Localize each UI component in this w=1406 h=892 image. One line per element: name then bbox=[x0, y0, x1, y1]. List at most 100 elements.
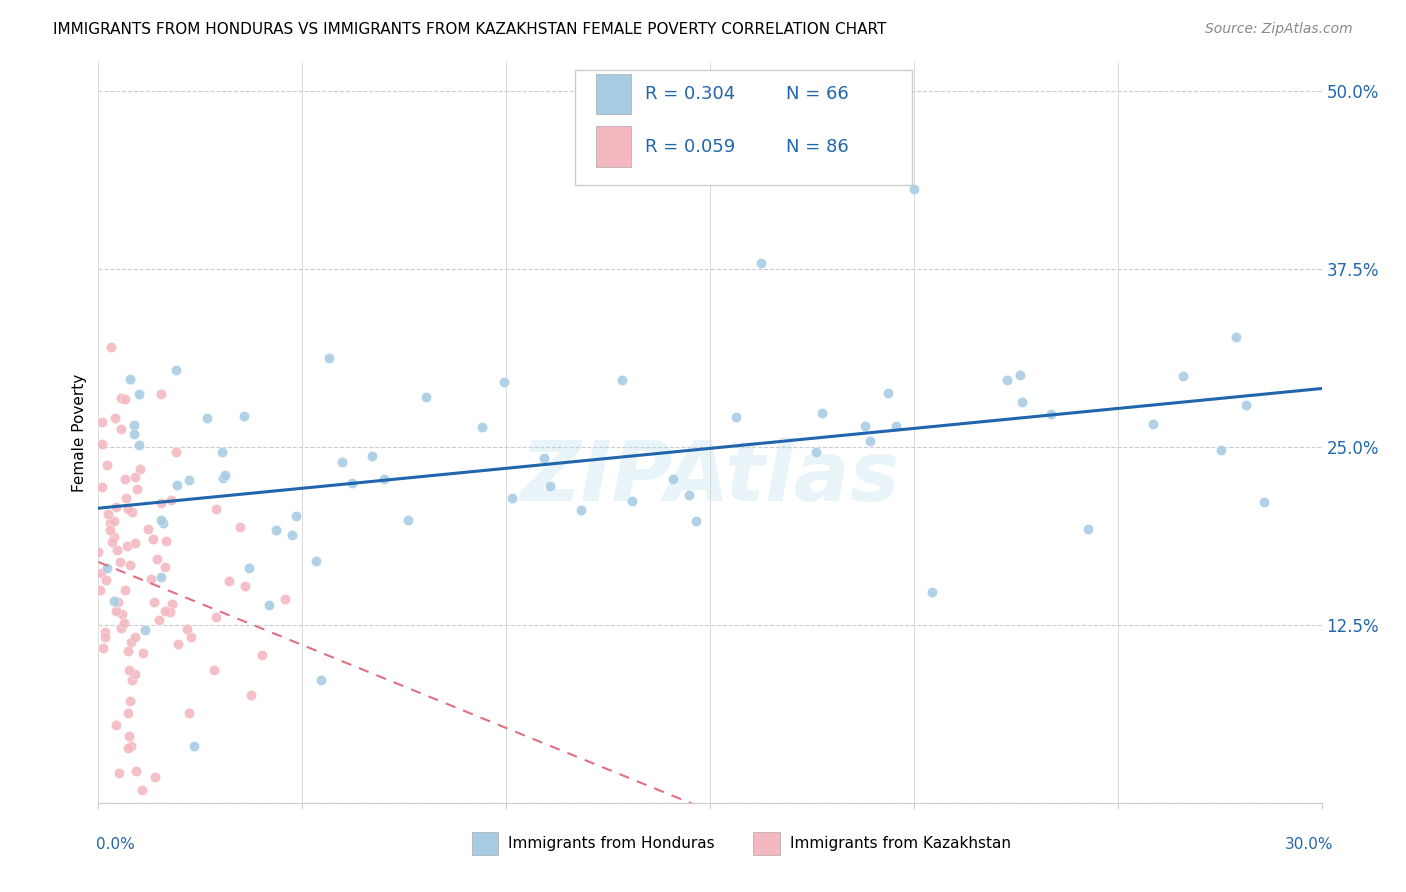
Point bbox=[120, 739, 142, 753]
Point bbox=[153, 604, 176, 618]
Point bbox=[91, 415, 114, 429]
FancyBboxPatch shape bbox=[575, 70, 912, 185]
Point bbox=[105, 542, 128, 557]
Point bbox=[104, 411, 127, 425]
Point bbox=[128, 437, 150, 451]
Point bbox=[1008, 368, 1031, 382]
Point bbox=[90, 436, 112, 450]
Point bbox=[148, 613, 170, 627]
Bar bbox=[596, 127, 630, 167]
Point bbox=[91, 640, 114, 655]
Point bbox=[152, 516, 174, 531]
Point bbox=[252, 648, 274, 663]
Point bbox=[108, 766, 131, 780]
Point bbox=[1040, 407, 1063, 421]
Point bbox=[98, 516, 121, 531]
Point bbox=[124, 536, 146, 550]
Point bbox=[132, 646, 155, 660]
Point bbox=[662, 472, 685, 486]
Point bbox=[97, 507, 120, 521]
Point bbox=[122, 418, 145, 433]
Point bbox=[180, 630, 202, 644]
Point bbox=[360, 449, 382, 463]
Point bbox=[153, 560, 176, 574]
Point bbox=[118, 663, 141, 677]
Point bbox=[305, 554, 328, 568]
Point bbox=[238, 561, 260, 575]
Point bbox=[125, 764, 148, 779]
Text: R = 0.059: R = 0.059 bbox=[645, 137, 735, 155]
Point bbox=[494, 375, 516, 389]
Point bbox=[108, 555, 131, 569]
Point bbox=[155, 533, 177, 548]
Point bbox=[111, 607, 134, 621]
Point bbox=[309, 673, 332, 687]
Text: 30.0%: 30.0% bbox=[1285, 837, 1333, 852]
Point bbox=[124, 630, 146, 644]
Point bbox=[118, 694, 141, 708]
Point bbox=[1142, 417, 1164, 432]
Point bbox=[1171, 368, 1194, 383]
Point bbox=[89, 583, 111, 598]
Point bbox=[117, 502, 139, 516]
Point bbox=[501, 491, 523, 505]
Point bbox=[114, 392, 136, 406]
Point bbox=[195, 410, 218, 425]
Bar bbox=[596, 74, 630, 114]
Y-axis label: Female Poverty: Female Poverty bbox=[72, 374, 87, 491]
Point bbox=[884, 419, 907, 434]
Bar bbox=[471, 831, 498, 855]
Point bbox=[110, 621, 132, 635]
Point bbox=[96, 561, 118, 575]
Point bbox=[233, 578, 256, 592]
Point bbox=[117, 644, 139, 658]
Point bbox=[98, 523, 121, 537]
Point bbox=[91, 479, 114, 493]
Point bbox=[149, 387, 172, 401]
Point bbox=[117, 740, 139, 755]
Point bbox=[724, 409, 747, 424]
Point bbox=[218, 574, 240, 588]
Point bbox=[233, 409, 256, 423]
Point bbox=[160, 492, 183, 507]
Point bbox=[96, 458, 118, 473]
Point bbox=[340, 475, 363, 490]
Point bbox=[136, 522, 159, 536]
Point bbox=[143, 770, 166, 784]
Text: Immigrants from Kazakhstan: Immigrants from Kazakhstan bbox=[790, 836, 1011, 851]
Point bbox=[127, 482, 149, 496]
Point bbox=[214, 467, 236, 482]
Point bbox=[685, 514, 707, 528]
Point bbox=[149, 569, 172, 583]
Point bbox=[129, 461, 152, 475]
Point bbox=[903, 182, 925, 196]
Point bbox=[211, 471, 233, 485]
Point bbox=[229, 519, 252, 533]
Point bbox=[162, 597, 184, 611]
Point bbox=[415, 390, 437, 404]
Point bbox=[131, 782, 153, 797]
Point bbox=[149, 513, 172, 527]
Point bbox=[166, 477, 188, 491]
Point bbox=[569, 503, 592, 517]
Point bbox=[141, 533, 163, 547]
Point bbox=[1225, 330, 1247, 344]
Point bbox=[105, 604, 128, 618]
Text: ZIPAtlas: ZIPAtlas bbox=[520, 436, 900, 517]
Point bbox=[110, 392, 132, 406]
Point bbox=[128, 387, 150, 401]
Point bbox=[124, 666, 146, 681]
Point bbox=[167, 637, 190, 651]
Point bbox=[921, 585, 943, 599]
Point bbox=[150, 495, 173, 509]
Point bbox=[285, 509, 308, 524]
Point bbox=[1209, 443, 1232, 458]
Text: N = 86: N = 86 bbox=[786, 137, 849, 155]
Point bbox=[143, 595, 166, 609]
Point bbox=[177, 473, 200, 487]
Point bbox=[612, 373, 634, 387]
Point bbox=[103, 593, 125, 607]
Point bbox=[114, 616, 136, 631]
Point bbox=[134, 623, 156, 637]
Point bbox=[165, 445, 187, 459]
